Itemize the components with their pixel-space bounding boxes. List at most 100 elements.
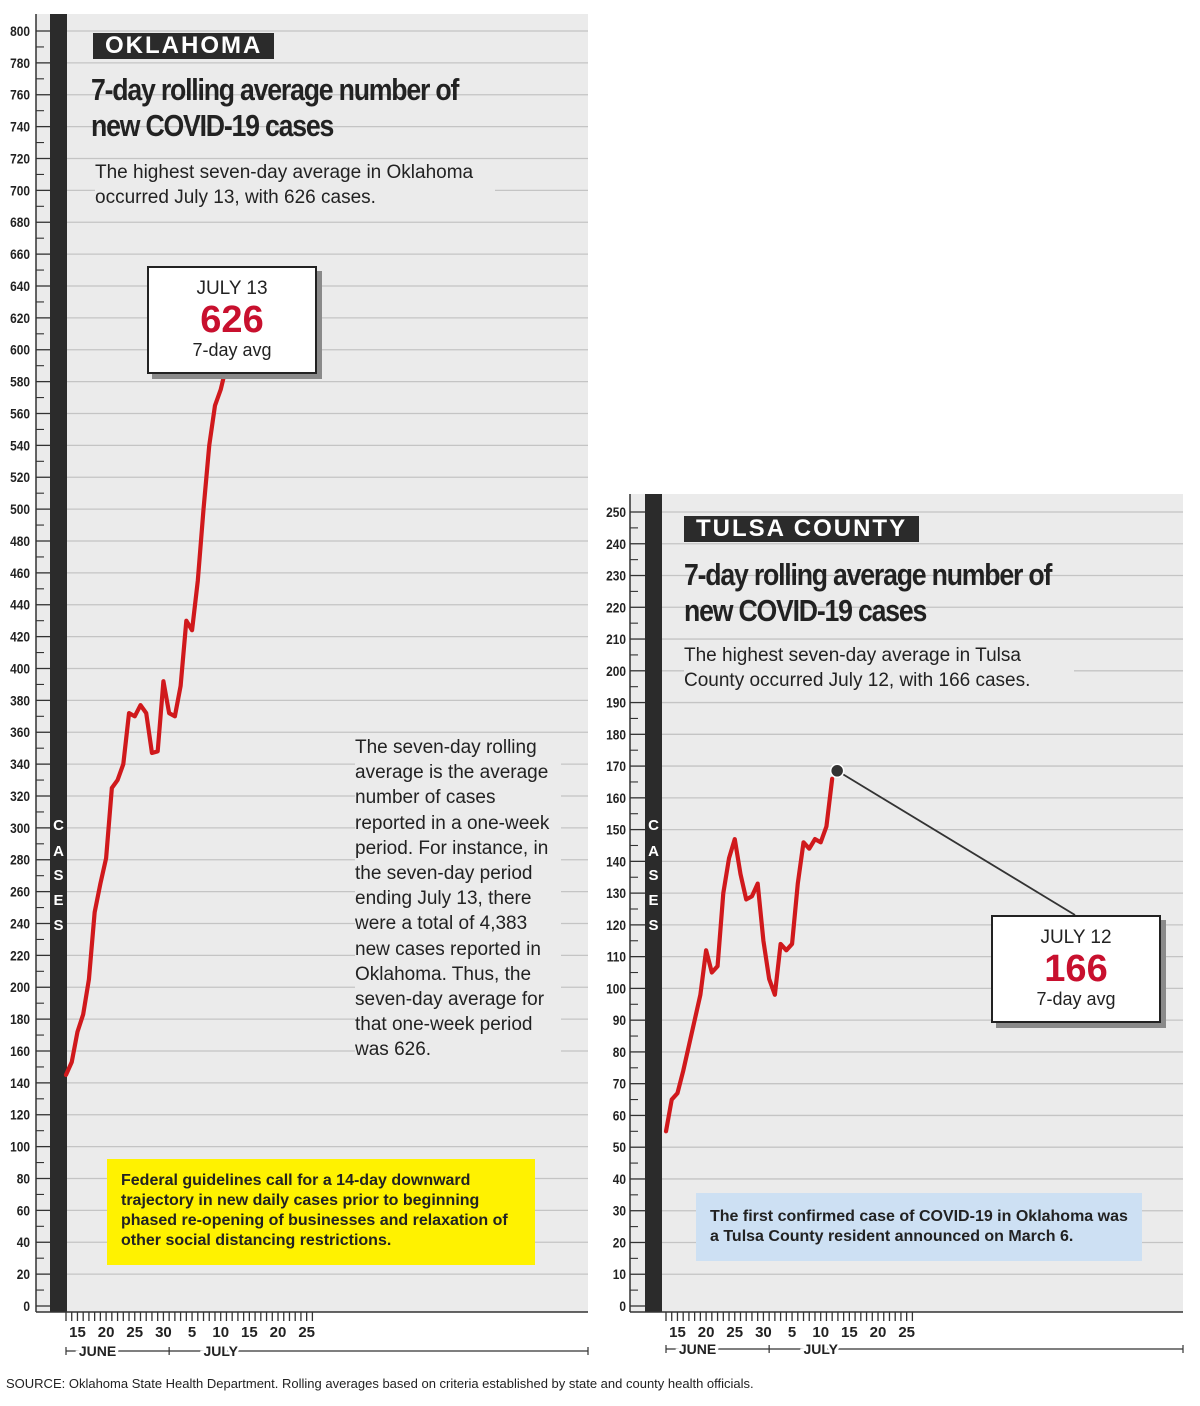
y-tick-label: 120 <box>606 917 626 933</box>
y-tick-label: 80 <box>17 1171 30 1187</box>
y-tick-label: 140 <box>10 1075 30 1091</box>
y-tick-label: 800 <box>10 23 30 39</box>
tulsa-callout-value: 166 <box>1044 948 1108 990</box>
tulsa-chart-title: 7-day rolling average number of new COVI… <box>684 557 1052 628</box>
y-tick-label: 60 <box>613 1108 626 1124</box>
tulsa-callout-label: 7-day avg <box>1036 989 1116 1009</box>
oklahoma-chart-subtitle: The highest seven-day average in Oklahom… <box>95 160 495 210</box>
y-axis-label-letter: S <box>648 867 658 884</box>
y-tick-label: 420 <box>10 629 30 645</box>
x-tick-label: 10 <box>812 1324 829 1341</box>
y-tick-label: 10 <box>613 1266 626 1282</box>
oklahoma-explainer-note: The seven-day rolling average is the ave… <box>355 735 561 1063</box>
y-tick-label: 180 <box>606 726 626 742</box>
y-tick-label: 620 <box>10 310 30 326</box>
x-tick-label: 15 <box>69 1324 86 1341</box>
x-tick-label: 20 <box>870 1324 887 1341</box>
oklahoma-chart-title: 7-day rolling average number of new COVI… <box>91 72 459 143</box>
y-axis-label-letter: A <box>53 843 64 860</box>
callout-connector <box>836 770 1076 916</box>
month-label-july: JULY <box>203 1343 238 1359</box>
y-tick-label: 230 <box>606 568 626 584</box>
y-tick-label: 160 <box>10 1043 30 1059</box>
y-tick-label: 340 <box>10 756 30 772</box>
y-axis-label-letter: C <box>648 817 659 834</box>
y-tick-label: 220 <box>606 599 626 615</box>
oklahoma-callout-label: 7-day avg <box>192 340 272 360</box>
tulsa-chart-subtitle: The highest seven-day average in Tulsa C… <box>684 643 1074 693</box>
y-tick-label: 480 <box>10 533 30 549</box>
y-axis-label-letter: A <box>648 843 659 860</box>
y-tick-label: 40 <box>17 1234 30 1250</box>
y-tick-label: 130 <box>606 885 626 901</box>
y-tick-label: 740 <box>10 119 30 135</box>
y-tick-label: 170 <box>606 758 626 774</box>
y-tick-label: 600 <box>10 342 30 358</box>
y-tick-label: 540 <box>10 437 30 453</box>
x-tick-label: 5 <box>188 1324 196 1341</box>
y-tick-label: 240 <box>10 916 30 932</box>
y-axis-label-letter: S <box>648 917 658 934</box>
y-tick-label: 400 <box>10 661 30 677</box>
x-tick-label: 5 <box>788 1324 796 1341</box>
x-tick-label: 15 <box>669 1324 686 1341</box>
month-label-june: JUNE <box>79 1343 116 1359</box>
y-tick-label: 100 <box>606 980 626 996</box>
oklahoma-region-label: OKLAHOMA <box>93 33 275 59</box>
x-tick-label: 20 <box>270 1324 287 1341</box>
x-tick-label: 30 <box>155 1324 172 1341</box>
y-tick-label: 50 <box>613 1139 626 1155</box>
y-tick-label: 100 <box>10 1139 30 1155</box>
tulsa-peak-callout: JULY 12 166 7-day avg <box>991 915 1161 1023</box>
y-tick-label: 200 <box>606 663 626 679</box>
plot-background <box>36 14 588 1312</box>
y-tick-label: 20 <box>613 1235 626 1251</box>
source-note: SOURCE: Oklahoma State Health Department… <box>6 1376 754 1391</box>
y-tick-label: 190 <box>606 695 626 711</box>
x-tick-label: 20 <box>698 1324 715 1341</box>
y-tick-label: 360 <box>10 724 30 740</box>
y-tick-label: 210 <box>606 631 626 647</box>
y-tick-label: 700 <box>10 182 30 198</box>
y-tick-label: 460 <box>10 565 30 581</box>
x-tick-label: 25 <box>898 1324 915 1341</box>
y-tick-label: 40 <box>613 1171 626 1187</box>
y-axis-label-letter: C <box>53 817 64 834</box>
y-tick-label: 110 <box>607 949 626 965</box>
y-axis-label-letter: E <box>53 892 63 909</box>
y-tick-label: 720 <box>10 151 30 167</box>
y-tick-label: 180 <box>10 1011 30 1027</box>
y-tick-label: 70 <box>613 1076 626 1092</box>
month-label-june: JUNE <box>679 1341 716 1357</box>
y-tick-label: 300 <box>10 820 30 836</box>
y-tick-label: 640 <box>10 278 30 294</box>
tulsa-callout-date: JULY 12 <box>1040 927 1112 948</box>
x-tick-label: 20 <box>98 1324 115 1341</box>
y-tick-label: 520 <box>10 469 30 485</box>
y-tick-label: 280 <box>10 852 30 868</box>
y-tick-label: 150 <box>606 822 626 838</box>
x-tick-label: 25 <box>126 1324 143 1341</box>
month-label-july: JULY <box>803 1341 838 1357</box>
y-tick-label: 200 <box>10 979 30 995</box>
y-tick-label: 60 <box>17 1202 30 1218</box>
tulsa-first-case-box: The first confirmed case of COVID-19 in … <box>696 1193 1142 1261</box>
x-tick-label: 15 <box>241 1324 258 1341</box>
x-tick-label: 25 <box>726 1324 743 1341</box>
y-tick-label: 30 <box>613 1203 626 1219</box>
oklahoma-chart: 0 20 40 60 80 100 120 140 160 180 200 220 240 260 280 3… <box>10 14 589 1362</box>
y-tick-label: 440 <box>10 597 30 613</box>
tulsa-region-label: TULSA COUNTY <box>684 516 920 542</box>
x-tick-label: 25 <box>298 1324 315 1341</box>
y-tick-label: 250 <box>606 504 626 520</box>
y-tick-label: 20 <box>17 1266 30 1282</box>
y-axis-label-letter: S <box>53 867 63 884</box>
y-axis-bar <box>50 14 67 1312</box>
oklahoma-callout-date: JULY 13 <box>196 278 268 299</box>
y-tick-label: 680 <box>10 214 30 230</box>
y-tick-label: 160 <box>606 790 626 806</box>
y-tick-label: 240 <box>606 536 626 552</box>
y-tick-label: 660 <box>10 246 30 262</box>
y-tick-label: 260 <box>10 884 30 900</box>
